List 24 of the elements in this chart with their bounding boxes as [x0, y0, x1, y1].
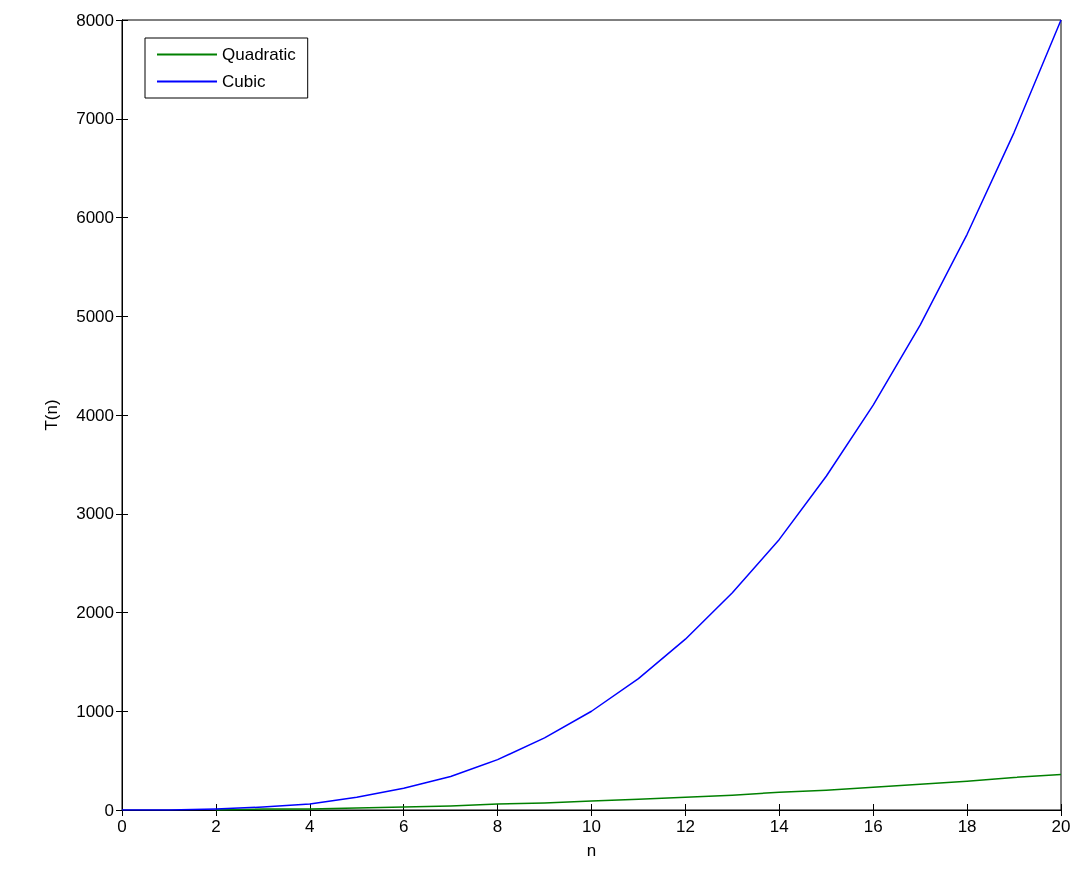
x-axis-title: n — [586, 841, 597, 860]
x-tick-label: 20 — [1051, 817, 1071, 836]
y-tick-label: 0 — [104, 800, 114, 820]
x-tick-label: 2 — [211, 817, 221, 836]
x-tick-label: 18 — [957, 817, 977, 836]
y-tick-label: 1000 — [76, 701, 114, 721]
y-axis-title: T(n) — [42, 399, 61, 431]
x-tick-label: 16 — [863, 817, 883, 836]
y-tick-label: 8000 — [76, 10, 114, 30]
y-tick-label: 7000 — [76, 109, 114, 129]
x-tick-label: 8 — [492, 817, 503, 836]
x-tick-label: 4 — [305, 817, 315, 836]
legend-label: Quadratic — [222, 45, 297, 64]
y-tick-label: 3000 — [76, 504, 114, 524]
x-tick-label: 10 — [582, 817, 601, 836]
x-tick-label: 0 — [117, 817, 127, 836]
legend-label: Cubic — [222, 72, 266, 91]
y-tick-label: 4000 — [76, 405, 114, 425]
y-tick-label: 5000 — [76, 306, 114, 326]
y-tick-label: 2000 — [76, 603, 114, 622]
x-tick-label: 12 — [675, 817, 695, 836]
x-tick-label: 14 — [769, 817, 789, 836]
x-tick-label: 6 — [398, 817, 409, 836]
y-tick-label: 6000 — [76, 208, 114, 227]
